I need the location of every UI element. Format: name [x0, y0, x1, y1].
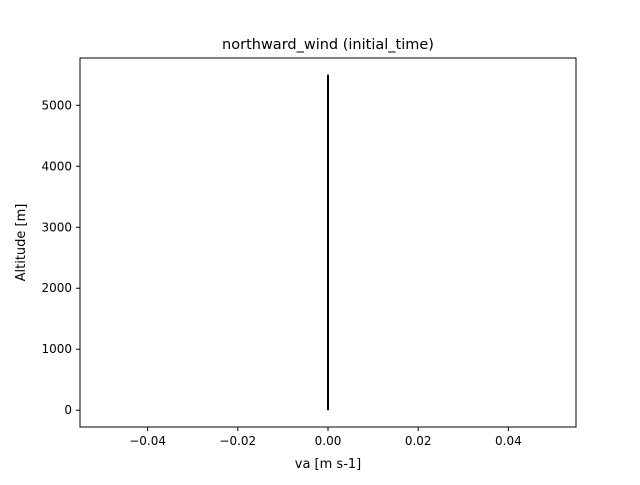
y-tick-label: 4000 [41, 159, 72, 173]
x-tick-label: 0.04 [495, 434, 522, 448]
x-tick-label: −0.02 [219, 434, 256, 448]
y-tick-label: 0 [64, 403, 72, 417]
x-tick-label: −0.04 [129, 434, 166, 448]
axis-layer: −0.04 −0.02 0.00 0.02 0.04 0 1000 2000 3000 4000 5… [41, 98, 521, 448]
chart-title: northward_wind (initial_time) [222, 37, 434, 53]
plot-frame [79, 57, 577, 428]
x-axis-label: va [m s-1] [295, 457, 361, 472]
y-tick-label: 2000 [41, 281, 72, 295]
x-tick-label: 0.00 [315, 434, 342, 448]
y-tick-label: 1000 [41, 342, 72, 356]
y-axis-label: Altitude [m] [14, 204, 29, 282]
x-tick-label: 0.02 [405, 434, 432, 448]
y-tick-label: 5000 [41, 98, 72, 112]
y-tick-label: 3000 [41, 220, 72, 234]
